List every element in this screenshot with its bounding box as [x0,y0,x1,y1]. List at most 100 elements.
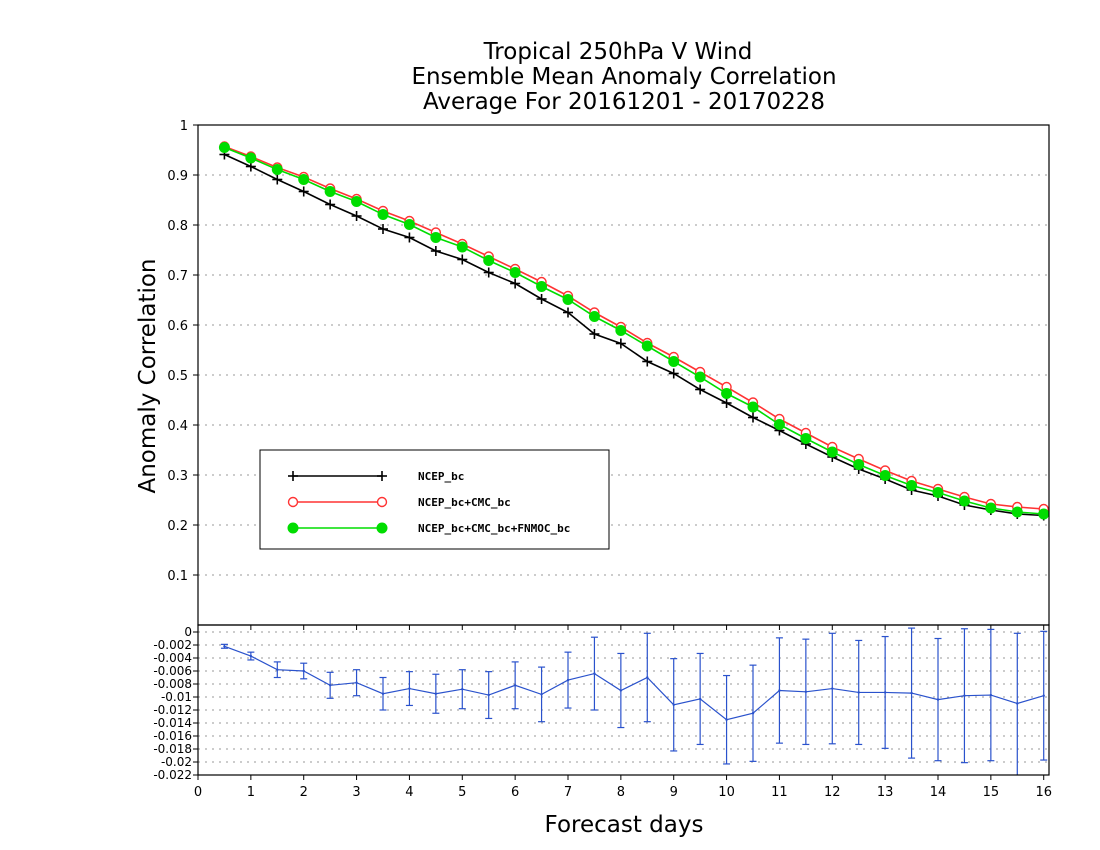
data-point [906,480,918,491]
chart-title-line-1: Tropical 250hPa V Wind [483,39,753,65]
difference-point [223,645,226,648]
lower-series-layer [220,627,1048,775]
data-point [1038,508,1050,520]
upper-y-tick-label: 1 [180,119,188,134]
lower-y-tick-label: -0.022 [153,768,192,782]
data-point [403,219,415,230]
x-tick-label: 0 [194,785,202,800]
legend-entry: NCEP_bc+CMC_bc [287,496,511,509]
upper-y-tick-label: 0.2 [167,519,188,534]
difference-point [1042,694,1045,697]
difference-point [857,691,860,694]
lower-y-tick-label: -0.016 [153,729,192,743]
y-axis-label: Anomaly Correlation [135,258,161,493]
difference-point [831,687,834,690]
difference-point [249,654,253,658]
difference-point [725,718,728,721]
lower-y-ticks: -0.022-0.02-0.018-0.016-0.014-0.012-0.01… [153,625,198,782]
difference-point [989,693,993,697]
difference-point [461,688,464,691]
legend-box [259,449,610,550]
data-point [615,325,627,336]
data-point [826,446,838,458]
difference-point [804,690,808,693]
data-point [377,209,389,220]
lower-y-tick-label: -0.008 [153,677,192,691]
x-tick-label: 11 [771,785,788,800]
data-point [932,487,944,498]
legend-entry: NCEP_bc [288,470,464,483]
data-point [509,267,521,278]
difference-point [434,692,438,695]
upper-y-tick-label: 0.3 [167,469,188,484]
data-point [271,164,283,175]
x-tick-label: 8 [617,785,625,800]
lower-y-tick-label: -0.014 [153,716,192,730]
data-point [218,142,230,153]
difference-line [224,645,1044,721]
legend-label: NCEP_bc+CMC_bc [418,496,511,509]
upper-y-tick-label: 0.8 [167,219,188,234]
difference-point [751,712,755,715]
data-point [694,371,706,383]
data-point [879,470,891,481]
lower-y-tick-label: -0.002 [153,638,192,652]
x-tick-label: 4 [405,785,413,800]
difference-point [540,693,543,696]
difference-point [355,681,358,684]
data-point [800,433,812,444]
difference-point [672,703,675,706]
lower-y-tick-label: -0.006 [153,664,192,678]
data-point [853,459,865,470]
difference-point [302,669,305,673]
upper-y-tick-label: 0.4 [167,419,188,434]
upper-y-tick-label: 0.7 [167,269,188,284]
upper-series-layer [218,141,1050,521]
difference-point [1016,702,1019,705]
lower-y-tick-label: -0.004 [153,651,192,665]
difference-point [646,676,649,679]
legend-marker [287,522,299,534]
data-point [721,388,733,399]
difference-point [698,697,702,701]
data-point [536,281,548,292]
lower-y-tick-label: 0 [184,625,192,639]
upper-y-tick-label: 0.1 [167,569,188,584]
upper-y-tick-label: 0.6 [167,319,188,334]
lower-y-tick-label: -0.02 [161,755,192,769]
data-point [245,152,257,164]
data-point [351,196,363,207]
difference-point [328,684,332,687]
data-point [641,340,653,352]
legend: NCEP_bc NCEP_bc+CMC_bc NCEP_bc+CMC_bc+FNMO… [259,449,610,550]
x-tick-label: 13 [877,785,894,800]
x-tick-label: 3 [352,785,360,800]
lower-y-tick-label: -0.018 [153,742,192,756]
x-tick-label: 5 [458,785,466,800]
x-tick-label: 1 [247,785,255,800]
data-point [324,186,336,197]
difference-point [593,672,596,675]
x-tick-label: 7 [564,785,572,800]
legend-entry: NCEP_bc+CMC_bc+FNMOC_bc [287,522,570,535]
x-tick-label: 6 [511,785,519,800]
difference-point [513,684,517,687]
x-tick-label: 14 [930,785,947,800]
legend-marker [287,496,299,508]
data-point [773,419,785,430]
data-point [668,356,680,367]
data-point [483,255,495,266]
chart-title-line-3: Average For 20161201 - 20170228 [423,89,825,115]
difference-point [566,678,570,682]
data-point [298,174,310,185]
x-ticks: 0 1 2 3 4 5 6 7 8 9 10 11 12 13 14 15 16 [194,625,1052,800]
data-point [747,401,759,413]
data-point [588,311,600,322]
x-tick-label: 15 [983,785,1000,800]
x-tick-label: 16 [1035,785,1052,800]
x-tick-label: 10 [718,785,735,800]
x-axis-label: Forecast days [545,812,704,838]
data-point [1011,506,1023,518]
lower-y-tick-label: -0.01 [161,690,192,704]
